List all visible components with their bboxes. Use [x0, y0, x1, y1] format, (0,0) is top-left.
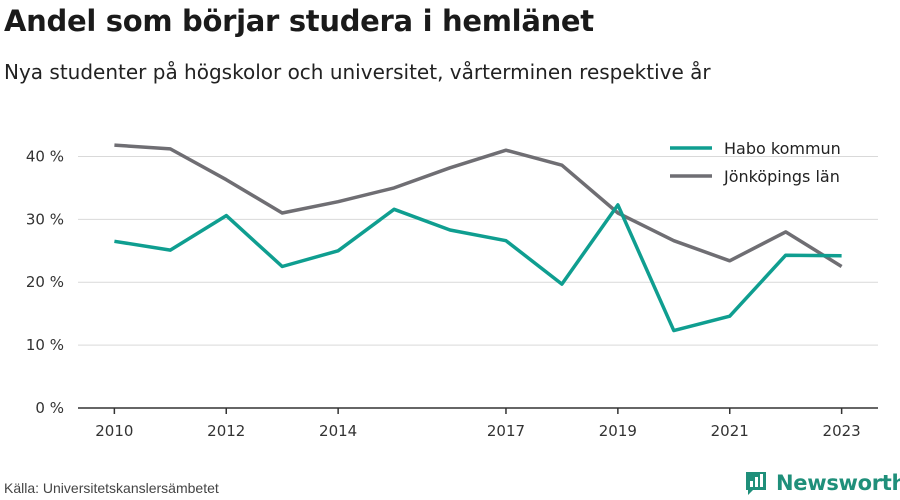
bar-chart-speech-bubble-icon: [746, 472, 766, 495]
brand-name: Newsworthy: [776, 471, 900, 495]
chart-title: Andel som börjar studera i hemlänet: [4, 4, 594, 38]
x-tick-label: 2010: [95, 422, 133, 440]
x-tick-label: 2023: [823, 422, 861, 440]
legend-label: Jönköpings län: [723, 167, 840, 186]
y-tick-label: 0 %: [35, 399, 64, 417]
source-note: Källa: Universitetskanslersämbetet: [4, 480, 219, 496]
chart-subtitle: Nya studenter på högskolor och universit…: [4, 60, 711, 84]
y-tick-label: 20 %: [26, 273, 64, 291]
y-tick-label: 40 %: [26, 147, 64, 165]
y-tick-label: 10 %: [26, 336, 64, 354]
y-tick-label: 30 %: [26, 210, 64, 228]
x-tick-label: 2014: [319, 422, 357, 440]
legend-label: Habo kommun: [724, 139, 841, 158]
x-tick-label: 2012: [207, 422, 245, 440]
x-tick-label: 2021: [711, 422, 749, 440]
series-line: [114, 143, 843, 268]
series-line: [114, 203, 842, 333]
x-tick-label: 2019: [599, 422, 637, 440]
x-tick-label: 2017: [487, 422, 525, 440]
newsworthy-logo: Newsworthy: [744, 468, 900, 498]
